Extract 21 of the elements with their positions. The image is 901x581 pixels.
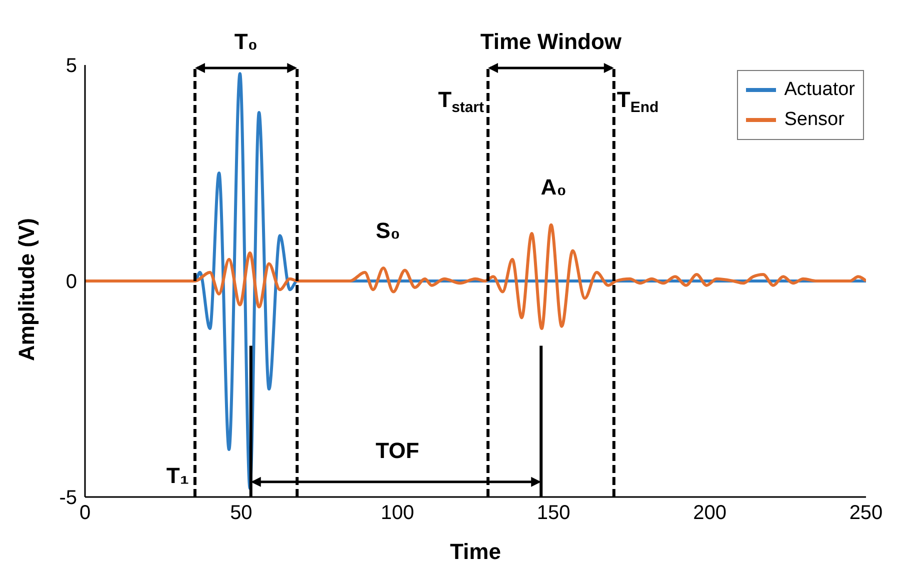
x-tick-label: 200 — [693, 502, 726, 524]
x-tick-label: 150 — [536, 502, 570, 524]
y-tick-label: 0 — [66, 271, 77, 294]
legend-label: Sensor — [784, 108, 844, 132]
annotation: A₀ — [540, 174, 567, 200]
text: Time Window — [480, 29, 622, 54]
annotation: TOF — [376, 438, 420, 464]
annotation: S₀ — [376, 218, 400, 243]
text: T₀ — [234, 29, 258, 54]
ref-line-label: T$_{start}$ — [438, 87, 484, 116]
y-tick-label: 5 — [66, 55, 77, 78]
y-axis-title: Amplitude (V) — [14, 218, 39, 361]
y-tick-label: -5 — [59, 487, 77, 510]
legend-label: Actuator — [784, 78, 855, 102]
x-tick-label: 100 — [380, 502, 414, 524]
ref-line-label: T₁ — [166, 463, 189, 488]
x-tick-label: 50 — [230, 502, 252, 524]
ref-line-label: T$_{End}$ — [616, 87, 659, 116]
x-tick-label: 250 — [849, 502, 883, 524]
x-axis-title: Time — [450, 539, 501, 564]
line-series — [85, 223, 866, 330]
